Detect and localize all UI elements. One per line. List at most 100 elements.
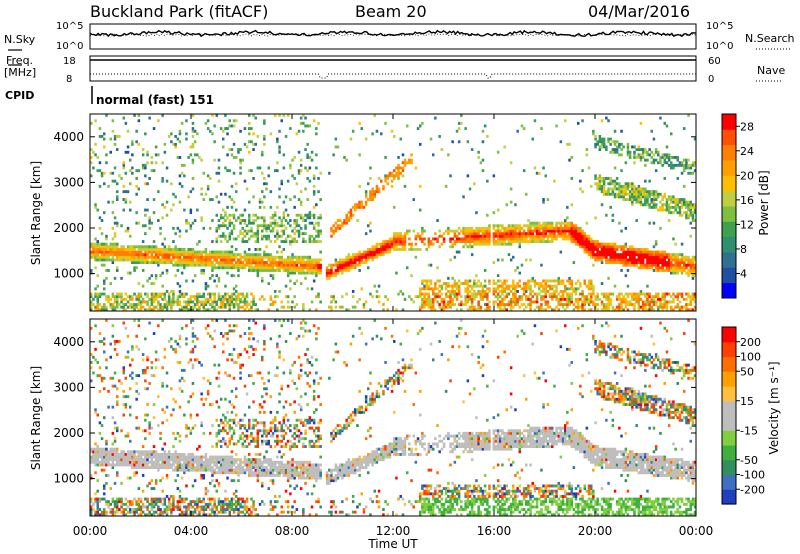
velocity-cell bbox=[133, 497, 136, 501]
power-cell bbox=[403, 234, 407, 238]
power-cell bbox=[271, 263, 275, 267]
power-cell bbox=[626, 284, 630, 288]
power-cell bbox=[332, 263, 335, 267]
power-cell bbox=[222, 258, 225, 262]
power-cell bbox=[124, 121, 128, 125]
power-cell bbox=[232, 226, 236, 230]
power-cell bbox=[631, 297, 634, 301]
power-cell bbox=[226, 271, 229, 275]
power-cell bbox=[546, 198, 550, 201]
power-cell bbox=[680, 213, 684, 217]
power-cell bbox=[187, 258, 190, 262]
power-cell bbox=[670, 308, 673, 312]
power-cell bbox=[501, 287, 504, 291]
power-cell bbox=[202, 295, 205, 299]
power-cell bbox=[566, 305, 569, 309]
power-cell bbox=[403, 242, 407, 246]
power-cell bbox=[607, 261, 610, 264]
power-cell bbox=[239, 219, 242, 222]
power-cell bbox=[252, 295, 255, 299]
power-cell bbox=[325, 271, 329, 275]
velocity-cell bbox=[137, 319, 141, 322]
power-cell bbox=[222, 303, 225, 306]
velocity-cell bbox=[103, 468, 106, 472]
power-cell bbox=[518, 240, 521, 243]
power-cell bbox=[553, 284, 556, 288]
power-cell bbox=[228, 263, 231, 267]
power-cell bbox=[540, 127, 543, 130]
power-cell bbox=[613, 179, 617, 183]
power-cell bbox=[241, 295, 244, 299]
power-cell bbox=[152, 261, 156, 264]
velocity-cell bbox=[148, 453, 151, 456]
power-cell bbox=[438, 284, 441, 288]
power-cell bbox=[514, 240, 517, 243]
power-cell bbox=[215, 171, 218, 175]
power-cell bbox=[269, 205, 273, 209]
power-cell bbox=[174, 263, 177, 267]
power-cell bbox=[358, 297, 361, 301]
power-cell bbox=[403, 245, 407, 249]
power-cell bbox=[648, 179, 651, 183]
velocity-cell bbox=[107, 453, 110, 456]
power-cell bbox=[626, 198, 630, 201]
velocity-cell bbox=[105, 455, 108, 459]
power-cell bbox=[215, 253, 218, 257]
velocity-cell bbox=[150, 500, 154, 504]
power-cell bbox=[113, 258, 117, 262]
power-cell bbox=[345, 292, 348, 296]
power-cell bbox=[226, 205, 229, 209]
power-cell bbox=[202, 258, 205, 262]
power-cell bbox=[306, 271, 309, 275]
power-cell bbox=[286, 274, 290, 278]
power-cell bbox=[103, 171, 106, 175]
power-cell bbox=[254, 266, 257, 270]
power-cell bbox=[94, 295, 97, 299]
power-cell bbox=[196, 132, 199, 136]
power-cell bbox=[306, 216, 309, 220]
power-cell bbox=[674, 255, 677, 259]
velocity-cell bbox=[146, 453, 149, 456]
power-cell bbox=[94, 119, 97, 123]
power-cell bbox=[351, 266, 355, 270]
power-cell bbox=[678, 253, 682, 257]
power-cell bbox=[687, 255, 690, 259]
power-cell bbox=[302, 219, 305, 222]
power-cell bbox=[96, 169, 99, 173]
power-cell bbox=[224, 213, 227, 217]
velocity-cell bbox=[116, 460, 119, 464]
power-cell bbox=[180, 184, 184, 188]
power-cell bbox=[312, 266, 316, 270]
power-cell bbox=[683, 261, 686, 264]
power-cell bbox=[683, 297, 686, 301]
power-cell bbox=[466, 290, 470, 293]
power-cell bbox=[410, 153, 413, 157]
power-cell bbox=[618, 253, 621, 257]
power-cell bbox=[527, 287, 530, 291]
velocity-cell bbox=[148, 513, 151, 517]
power-cell bbox=[347, 269, 351, 272]
power-cell bbox=[228, 261, 231, 264]
colorbar-swatch bbox=[722, 221, 736, 238]
velocity-cell bbox=[90, 326, 93, 330]
power-cell bbox=[271, 274, 275, 278]
power-cell bbox=[116, 190, 119, 194]
power-cell bbox=[274, 234, 277, 238]
power-cell bbox=[663, 258, 666, 262]
power-cell bbox=[258, 253, 262, 257]
power-cell bbox=[538, 284, 541, 288]
power-cell bbox=[146, 300, 149, 304]
power-cell bbox=[235, 248, 238, 251]
power-cell bbox=[641, 305, 645, 309]
power-cell bbox=[185, 300, 188, 304]
power-cell bbox=[215, 250, 218, 254]
power-cell bbox=[369, 166, 372, 170]
power-cell bbox=[503, 237, 506, 241]
power-cell bbox=[607, 187, 610, 191]
power-cell bbox=[641, 253, 645, 257]
power-cell bbox=[475, 274, 478, 278]
power-cell bbox=[133, 269, 136, 272]
power-cell bbox=[421, 292, 424, 296]
velocity-cell bbox=[150, 502, 154, 506]
power-cell bbox=[676, 292, 679, 296]
